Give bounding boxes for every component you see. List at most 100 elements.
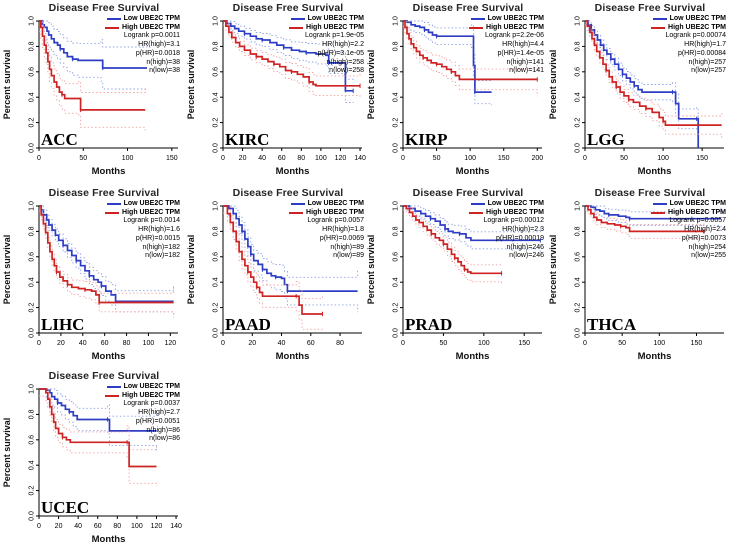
x-tick-label: 100 — [143, 340, 155, 347]
legend-label-low: Low UBE2C TPM — [307, 200, 364, 207]
x-tick-label: 150 — [498, 155, 510, 162]
ci-upper-high — [403, 20, 538, 70]
survival-curve-high — [585, 20, 722, 126]
y-axis-label: Percent survival — [366, 235, 376, 305]
x-tick-label: 140 — [354, 155, 366, 162]
legend-swatch-low-icon — [290, 18, 305, 21]
x-tick-label: 60 — [307, 340, 315, 347]
y-tick-label: 0.4 — [575, 92, 582, 102]
x-tick-label: 80 — [123, 340, 131, 347]
y-tick-label: 0.2 — [213, 303, 220, 313]
survival-curve-low — [223, 20, 354, 92]
legend-item-high: High UBE2C TPM — [469, 24, 544, 33]
y-tick-label: 0.6 — [213, 67, 220, 77]
y-tick-label: 0.2 — [213, 118, 220, 128]
legend-label-high: High UBE2C TPM — [306, 23, 364, 31]
cancer-label: PRAD — [405, 315, 453, 334]
x-tick-label: 50 — [79, 155, 87, 162]
x-tick-label: 0 — [221, 155, 225, 162]
km-panel-acc: Disease Free Survival 1.0 0.8 0.6 0.4 0.2 0.0… — [1, 1, 183, 181]
x-tick-label: 150 — [518, 340, 530, 347]
stat-line: HR(high)=1.8 — [322, 226, 364, 234]
legend-item-high: High UBE2C TPM — [651, 209, 726, 218]
legend-label-low: Low UBE2C TPM — [123, 15, 180, 22]
stat-line: n(low)=255 — [691, 252, 726, 260]
y-tick-label: 0.0 — [575, 328, 582, 338]
km-plot: 1.0 0.8 0.6 0.4 0.2 0.00 20 40 60 80 100 120 140 Mont… — [2, 384, 182, 545]
y-tick-label: 0.2 — [29, 118, 36, 128]
legend-label-high: High UBE2C TPM — [122, 391, 180, 399]
y-tick-label: 0.4 — [393, 277, 400, 287]
ci-lower-low — [223, 24, 354, 103]
legend-label-low: Low UBE2C TPM — [669, 15, 726, 22]
ci-upper-high — [585, 205, 705, 225]
y-tick-label: 1.0 — [575, 16, 582, 26]
stat-line: p(HR)=0.00084 — [677, 49, 726, 57]
x-tick-label: 0 — [583, 340, 587, 347]
stats-block: Logrank p=0.0037 HR(high)=2.7 p(HR)=0.0051… — [105, 400, 180, 444]
y-axis-label: Percent survival — [548, 50, 558, 120]
x-tick-label: 100 — [315, 155, 327, 162]
y-axis-label: Percent survival — [2, 418, 12, 488]
stat-line: p(HR)=0.00019 — [495, 234, 544, 242]
stat-line: Logrank p=0.0057 — [307, 217, 364, 225]
panel-title: Disease Free Survival — [412, 2, 524, 14]
y-tick-label: 0.2 — [29, 303, 36, 313]
ci-upper-low — [585, 20, 699, 137]
ci-upper-low — [223, 20, 354, 80]
cancer-label: LIHC — [41, 315, 85, 334]
legend: Low UBE2C TPM High UBE2C TPM Logrank p=2… — [469, 15, 544, 76]
stat-line: p(HR)=1.4e-05 — [497, 49, 545, 57]
y-tick-label: 0.2 — [575, 303, 582, 313]
km-plot: 1.0 0.8 0.6 0.4 0.2 0.00 50 100 150 Months Percent… — [366, 201, 542, 362]
ci-upper-high — [223, 205, 323, 300]
km-plot: 1.0 0.8 0.6 0.4 0.2 0.00 20 40 60 80 100 120 Months P… — [2, 201, 178, 362]
stat-line: Logrank p=1.9e-05 — [305, 32, 364, 40]
legend-label-high: High UBE2C TPM — [122, 208, 180, 216]
km-panel-kirp: Disease Free Survival 1.0 0.8 0.6 0.4 0.2 0.0… — [365, 1, 547, 181]
x-tick-label: 100 — [464, 155, 476, 162]
x-tick-label: 80 — [113, 523, 121, 530]
legend-item-low: Low UBE2C TPM — [105, 383, 180, 392]
km-panel-prad: Disease Free Survival 1.0 0.8 0.6 0.4 0.2 0.0… — [365, 186, 547, 366]
legend-swatch-low-icon — [106, 386, 121, 389]
x-tick-label: 0 — [37, 155, 41, 162]
y-tick-label: 0.0 — [213, 328, 220, 338]
panel-title: Disease Free Survival — [48, 187, 160, 199]
stat-line: n(high)=257 — [688, 58, 726, 66]
legend-item-high: High UBE2C TPM — [289, 24, 364, 33]
y-tick-label: 0.0 — [213, 143, 220, 153]
stat-line: Logrank p=0.0011 — [123, 32, 180, 40]
panel-title: Disease Free Survival — [48, 370, 160, 382]
legend: Low UBE2C TPM High UBE2C TPM Logrank p=0… — [105, 15, 180, 76]
stat-line: HR(high)=2.7 — [138, 409, 180, 417]
ci-lower-high — [403, 26, 538, 97]
survival-curve-high — [585, 205, 704, 233]
legend-item-low: Low UBE2C TPM — [469, 200, 544, 209]
x-tick-label: 40 — [278, 340, 286, 347]
panel-title: Disease Free Survival — [594, 2, 706, 14]
stat-line: n(low)=38 — [149, 67, 180, 75]
x-axis-label: Months — [456, 166, 490, 177]
ci-upper-low — [403, 205, 541, 233]
stats-block: Logrank p=0.00074 HR(high)=1.7 p(HR)=0.000… — [651, 32, 726, 76]
legend-swatch-low-icon — [470, 203, 485, 206]
stats-block: Logrank p=0.0011 HR(high)=3.1 p(HR)=0.0018… — [105, 32, 180, 76]
x-tick-label: 0 — [401, 155, 405, 162]
legend: Low UBE2C TPM High UBE2C TPM Logrank p=1… — [289, 15, 364, 76]
km-panel-lihc: Disease Free Survival 1.0 0.8 0.6 0.4 0.2 0.0… — [1, 186, 183, 366]
ci-lower-low — [585, 209, 722, 232]
stat-line: n(low)=89 — [333, 252, 364, 260]
x-tick-label: 150 — [166, 155, 178, 162]
survival-curve-high — [39, 20, 146, 111]
x-tick-label: 50 — [620, 155, 628, 162]
stat-line: Logrank p=0.00074 — [665, 32, 726, 40]
y-tick-label: 0.0 — [393, 143, 400, 153]
y-axis-label: Percent survival — [2, 50, 12, 120]
legend-swatch-high-icon — [105, 212, 120, 215]
ci-upper-high — [39, 20, 146, 93]
y-tick-label: 0.6 — [575, 67, 582, 77]
legend-swatch-high-icon — [289, 27, 304, 30]
legend-swatch-low-icon — [290, 203, 305, 206]
survival-curve-low — [585, 205, 721, 220]
